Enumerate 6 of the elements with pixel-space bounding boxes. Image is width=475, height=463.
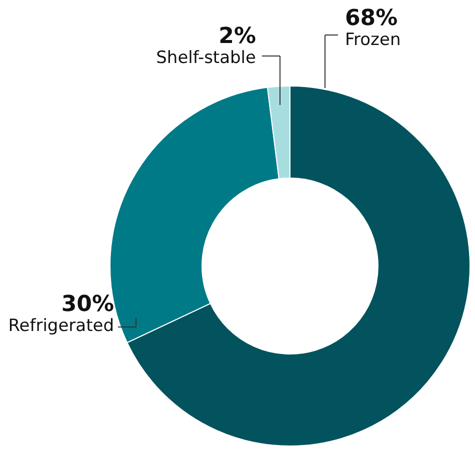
data-label: 30% [61,292,114,317]
data-label: 2% [218,24,256,49]
slice-label: Shelf-stable [156,48,256,68]
data-label: 68% [345,6,398,31]
slice-label: Frozen [345,30,401,50]
slice-label: Refrigerated [8,316,114,336]
